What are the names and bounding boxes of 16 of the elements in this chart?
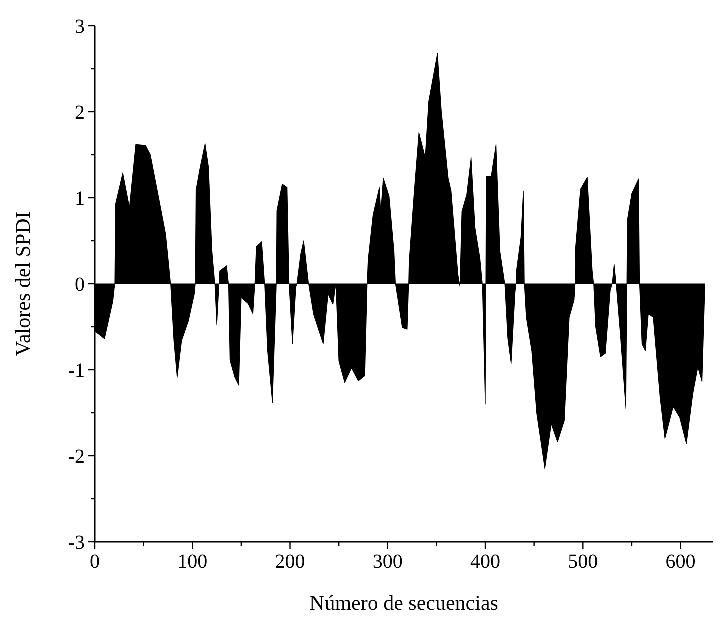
y-tick-label: 1 (75, 188, 85, 210)
y-axis-title: Valores del SPDI (11, 212, 35, 356)
x-tick-label: 100 (178, 551, 208, 573)
x-tick-label: 200 (275, 551, 306, 573)
x-axis-title: Número de secuencias (310, 591, 498, 615)
x-tick-label: 300 (372, 551, 403, 573)
x-tick-label: 0 (90, 551, 100, 573)
y-tick-label: -1 (68, 360, 85, 382)
x-tick-label: 600 (666, 551, 696, 573)
y-tick-label: 0 (75, 274, 85, 296)
x-tick-label: 400 (470, 551, 501, 573)
y-tick-label: -3 (68, 532, 85, 554)
x-tick-label: 500 (568, 551, 598, 573)
y-tick-label: 3 (75, 16, 85, 38)
y-tick-label: -2 (68, 446, 85, 468)
y-tick-label: 2 (75, 102, 85, 124)
